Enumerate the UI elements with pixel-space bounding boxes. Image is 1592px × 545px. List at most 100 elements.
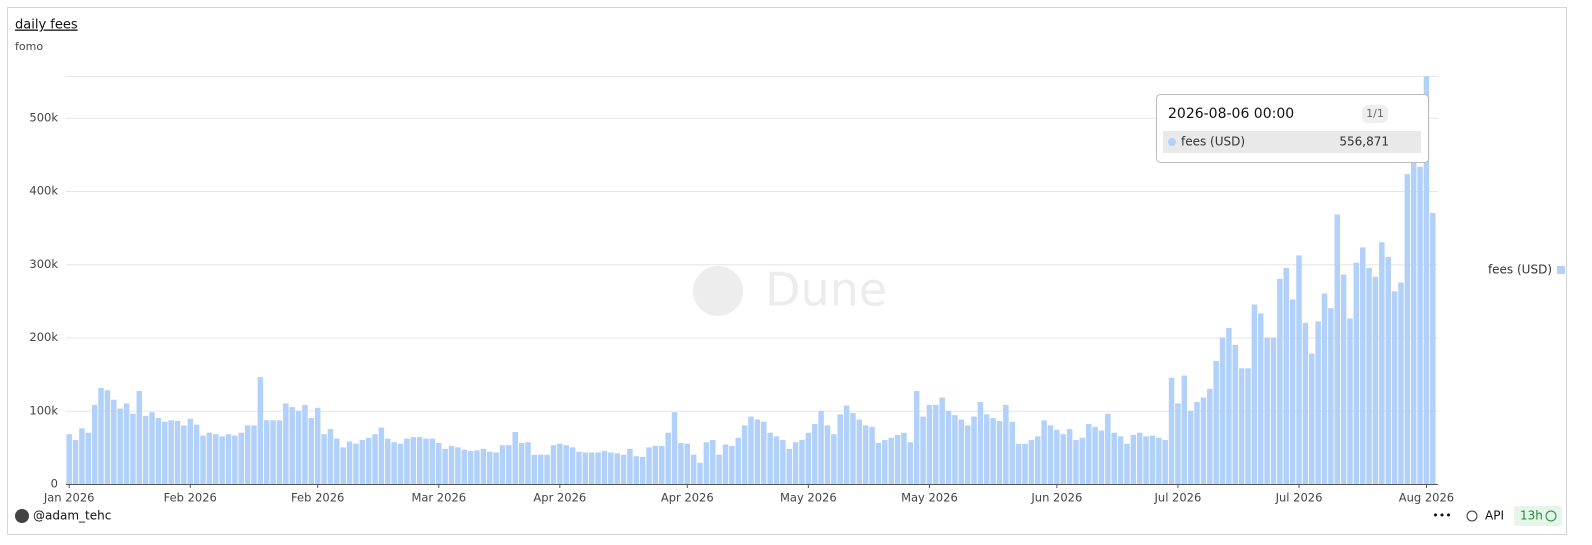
bar[interactable] (79, 428, 85, 484)
bar[interactable] (748, 416, 754, 484)
bar[interactable] (193, 424, 200, 484)
bar[interactable] (990, 418, 996, 484)
bar[interactable] (480, 448, 487, 484)
bar[interactable] (627, 448, 633, 484)
bar[interactable] (123, 403, 130, 484)
bar[interactable] (353, 443, 359, 484)
bar[interactable] (117, 408, 123, 484)
author[interactable]: @adam_tehc (33, 509, 111, 523)
bar[interactable] (1130, 434, 1137, 484)
bar[interactable] (831, 434, 837, 484)
bar[interactable] (416, 437, 423, 484)
bar[interactable] (232, 435, 238, 484)
bar[interactable] (244, 425, 251, 484)
bar[interactable] (652, 445, 659, 484)
bar[interactable] (703, 442, 710, 484)
bar[interactable] (971, 416, 977, 484)
bar[interactable] (1430, 212, 1436, 484)
bar[interactable] (461, 449, 467, 484)
bar[interactable] (314, 407, 321, 484)
bar[interactable] (142, 415, 149, 484)
bar[interactable] (569, 447, 576, 484)
bar[interactable] (1175, 403, 1181, 484)
bar[interactable] (1309, 353, 1315, 484)
bar[interactable] (601, 451, 608, 484)
bar[interactable] (614, 453, 620, 484)
bar[interactable] (1041, 420, 1047, 484)
bar[interactable] (1347, 318, 1353, 484)
bar[interactable] (588, 452, 595, 484)
bar[interactable] (1181, 375, 1188, 484)
bar[interactable] (710, 440, 716, 484)
bar[interactable] (1398, 282, 1404, 484)
bar[interactable] (493, 452, 499, 484)
bar[interactable] (263, 420, 270, 484)
bar[interactable] (181, 425, 187, 484)
bar[interactable] (1054, 429, 1060, 484)
bar[interactable] (761, 421, 767, 484)
bar[interactable] (429, 438, 436, 484)
bar[interactable] (1226, 327, 1232, 484)
bar[interactable] (557, 443, 563, 484)
bar[interactable] (1423, 76, 1430, 485)
bar[interactable] (690, 454, 697, 484)
bar[interactable] (862, 425, 869, 484)
bar[interactable] (499, 445, 506, 484)
bar[interactable] (104, 390, 111, 484)
bar[interactable] (187, 418, 193, 484)
bar[interactable] (1283, 267, 1289, 484)
bar[interactable] (1117, 436, 1124, 484)
bar[interactable] (1079, 437, 1086, 484)
bar[interactable] (620, 454, 627, 484)
bar[interactable] (1009, 421, 1015, 484)
bar[interactable] (1219, 337, 1226, 484)
bar[interactable] (671, 412, 678, 484)
bar[interactable] (257, 377, 264, 484)
bar[interactable] (365, 437, 372, 484)
bar[interactable] (958, 419, 965, 484)
bar[interactable] (404, 438, 410, 484)
bar[interactable] (576, 451, 582, 484)
bar[interactable] (735, 437, 741, 484)
bar[interactable] (238, 432, 244, 484)
bar[interactable] (1385, 256, 1391, 484)
chart-title[interactable]: daily fees (15, 18, 78, 33)
bar[interactable] (1296, 255, 1302, 484)
bar[interactable] (1073, 440, 1079, 484)
legend-label[interactable]: fees (USD) (1488, 263, 1552, 277)
bar[interactable] (639, 456, 646, 484)
bar[interactable] (1092, 426, 1098, 484)
bar[interactable] (697, 462, 703, 484)
bar[interactable] (805, 432, 812, 484)
bar[interactable] (537, 454, 544, 484)
bar[interactable] (1328, 308, 1334, 484)
bar[interactable] (1238, 368, 1245, 484)
bar[interactable] (1353, 262, 1360, 484)
bar[interactable] (206, 432, 213, 484)
bar[interactable] (818, 410, 824, 484)
bar[interactable] (1047, 425, 1054, 484)
bar[interactable] (130, 413, 136, 484)
bar[interactable] (1302, 322, 1309, 484)
bar[interactable] (1277, 278, 1283, 484)
bar[interactable] (1232, 344, 1239, 484)
bar[interactable] (1149, 435, 1156, 484)
bar[interactable] (531, 454, 538, 484)
bar[interactable] (1194, 401, 1200, 484)
bar[interactable] (308, 418, 315, 484)
bar[interactable] (525, 442, 531, 484)
bar[interactable] (1340, 274, 1347, 484)
bar[interactable] (1359, 247, 1366, 484)
bar[interactable] (659, 445, 665, 484)
bar[interactable] (582, 452, 589, 484)
bar[interactable] (678, 442, 684, 484)
bar[interactable] (665, 432, 671, 484)
bar[interactable] (754, 419, 761, 484)
bar[interactable] (544, 454, 550, 484)
bar[interactable] (1003, 404, 1009, 484)
bar[interactable] (85, 432, 92, 484)
bar[interactable] (1379, 242, 1385, 484)
bar[interactable] (397, 443, 404, 484)
bar[interactable] (773, 436, 780, 484)
bar[interactable] (563, 445, 569, 484)
